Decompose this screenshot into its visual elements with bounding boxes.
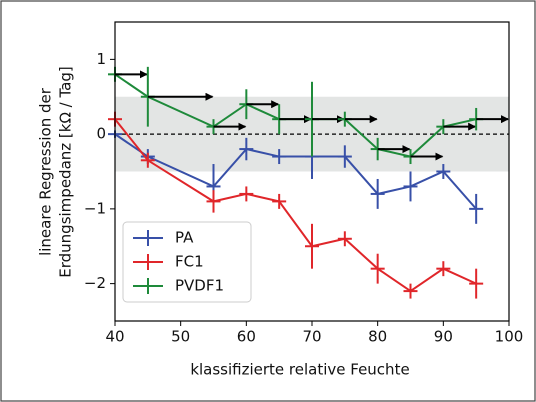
y-tick-label: −2 xyxy=(84,274,106,292)
y-tick-label: 0 xyxy=(96,125,106,143)
legend-label: FC1 xyxy=(175,253,204,271)
plot-border xyxy=(114,21,510,322)
y-tick-label: 1 xyxy=(96,50,106,68)
x-tick-label: 80 xyxy=(368,328,387,346)
x-tick-label: 50 xyxy=(171,328,190,346)
x-axis-label: klassifizierte relative Feuchte xyxy=(190,361,409,379)
legend-label: PA xyxy=(175,229,194,247)
x-tick-label: 90 xyxy=(434,328,453,346)
x-tick-label: 70 xyxy=(302,328,321,346)
y-axis-label: Erdungsimpedanz [kΩ / Tag] xyxy=(57,66,75,277)
x-tick-label: 40 xyxy=(105,328,124,346)
legend-box xyxy=(122,221,252,303)
legend-label: PVDF1 xyxy=(175,277,224,295)
x-tick-label: 60 xyxy=(237,328,256,346)
x-tick-label: 100 xyxy=(495,328,524,346)
y-axis-label: lineare Regression der xyxy=(37,87,55,256)
y-tick-label: −1 xyxy=(84,199,106,217)
